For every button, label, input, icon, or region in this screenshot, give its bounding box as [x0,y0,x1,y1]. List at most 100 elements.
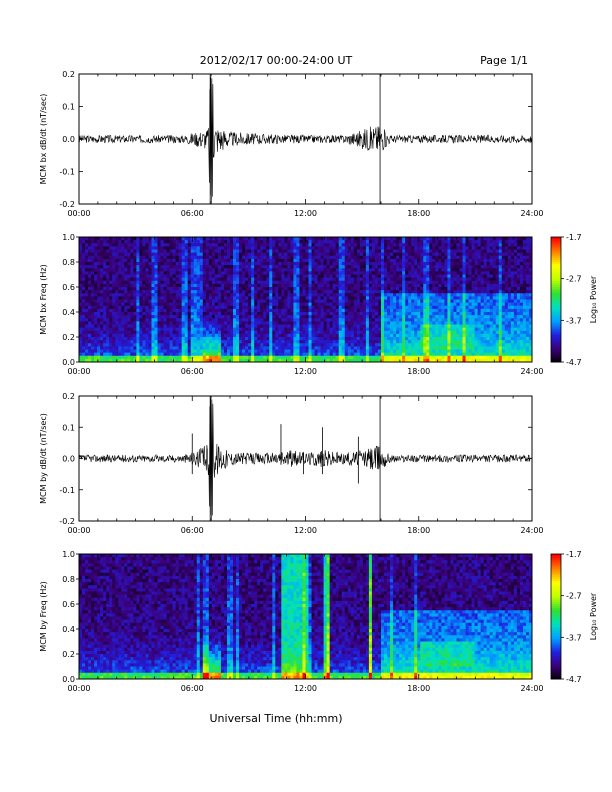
spectrogram-cell [384,308,388,313]
spectrogram-cell [97,305,101,310]
spectrogram-cell [220,274,225,279]
spectrogram-cell [157,318,161,322]
spectrogram-cell [396,246,400,250]
spectrogram-cell [205,262,210,266]
spectrogram-cell [226,315,231,319]
spectrogram-cell [417,255,421,260]
spectrogram-cell [266,296,270,300]
spectrogram-cell [193,327,198,332]
spectrogram-cell [118,293,122,297]
spectrogram-cell [217,277,222,282]
spectrogram-cell [281,299,285,304]
spectrogram-cell [393,299,397,304]
spectrogram-cell [94,271,98,275]
spectrogram-cell [308,293,312,297]
spectrogram-cell [381,271,385,275]
spectrogram-cell [365,249,370,254]
spectrogram-cell [239,337,243,341]
spectrogram-cell [347,333,352,338]
spectrogram-cell [190,296,195,300]
spectrogram-cell [85,252,89,257]
spectrogram-cell [396,271,400,275]
spectrogram-cell [248,358,252,363]
spectrogram-cell [377,268,382,272]
spectrogram-cell [136,343,140,347]
spectrogram-cell [181,337,186,341]
spectrogram-cell [311,268,315,272]
spectrogram-cell [290,340,294,344]
spectrogram-cell [115,252,119,257]
spectrogram-cell [109,255,113,260]
spectrogram-cell [368,312,373,316]
spectrogram-cell [290,333,294,338]
spectrogram-cell [199,293,204,297]
spectrogram-cell [362,321,367,325]
spectrogram-cell [154,355,158,360]
spectrogram-cell [82,318,86,322]
spectrogram-cell [275,330,279,335]
spectrogram-cell [438,299,442,304]
spectrogram-cell [287,249,291,254]
spectrogram-cell [414,302,418,307]
spectrogram-cell [151,302,155,307]
spectrogram-cell [350,343,355,347]
spectrogram-cell [390,321,394,325]
spectrogram-cell [88,274,92,279]
spectrogram-cell [399,330,403,335]
spectrogram-cell [374,321,379,325]
spectrogram-cell [254,299,258,304]
spectrogram-cell [181,343,186,347]
spectrogram-cell [338,349,343,354]
spectrogram-cell [121,296,125,300]
spectrogram-cell [368,318,373,322]
spectrogram-cell [245,287,249,291]
spectrogram-cell [154,337,158,341]
spectrogram-cell [368,308,373,313]
spectrogram-cell [257,327,261,332]
spectrogram-cell [169,321,174,325]
spectrogram-cell [187,265,192,269]
spectrogram-cell [103,271,107,275]
spectrogram-cell [269,243,273,247]
spectrogram-cell [205,249,210,254]
spectrogram-cell [353,349,358,354]
spectrogram-cell [154,305,158,310]
spectrogram-cell [199,352,204,357]
spectrogram-cell [163,330,167,335]
spectrogram-cell [254,293,258,297]
spectrogram-cell [103,299,107,304]
spectrogram-cell [193,271,198,275]
spectrogram-cell [239,255,243,260]
spectrogram-cell [151,312,155,316]
spectrogram-cell [211,340,216,344]
spectrogram-cell [305,315,309,319]
spectrogram-cell [365,243,370,247]
spectrogram-cell [100,305,104,310]
spectrogram-cell [166,305,170,310]
spectrogram-cell [384,333,388,338]
spectrogram-cell [414,337,418,341]
spectrogram-cell [302,287,306,291]
spectrogram-cell [223,340,228,344]
spectrogram-cell [281,283,285,288]
spectrogram-cell [405,327,409,332]
spectrogram-cell [79,349,83,354]
spectrogram-cell [402,352,406,357]
spectrogram-cell [260,302,264,307]
spectrogram-cell [263,343,267,347]
spectrogram-cell [251,280,255,285]
spectrogram-cell [329,333,334,338]
spectrogram-cell [311,283,315,288]
spectrogram-cell [175,330,180,335]
spectrogram-cell [414,258,418,263]
spectrogram-cell [178,302,183,307]
spectrogram-cell [151,337,155,341]
spectrogram-cell [290,343,294,347]
spectrogram-cell [429,252,433,257]
spectrogram-cell [299,355,303,360]
spectrogram-cell [374,337,379,341]
spectrogram-cell [172,312,177,316]
spectrogram-cell [447,324,451,329]
spectrogram-cell [432,349,436,354]
spectrogram-cell [290,258,294,263]
